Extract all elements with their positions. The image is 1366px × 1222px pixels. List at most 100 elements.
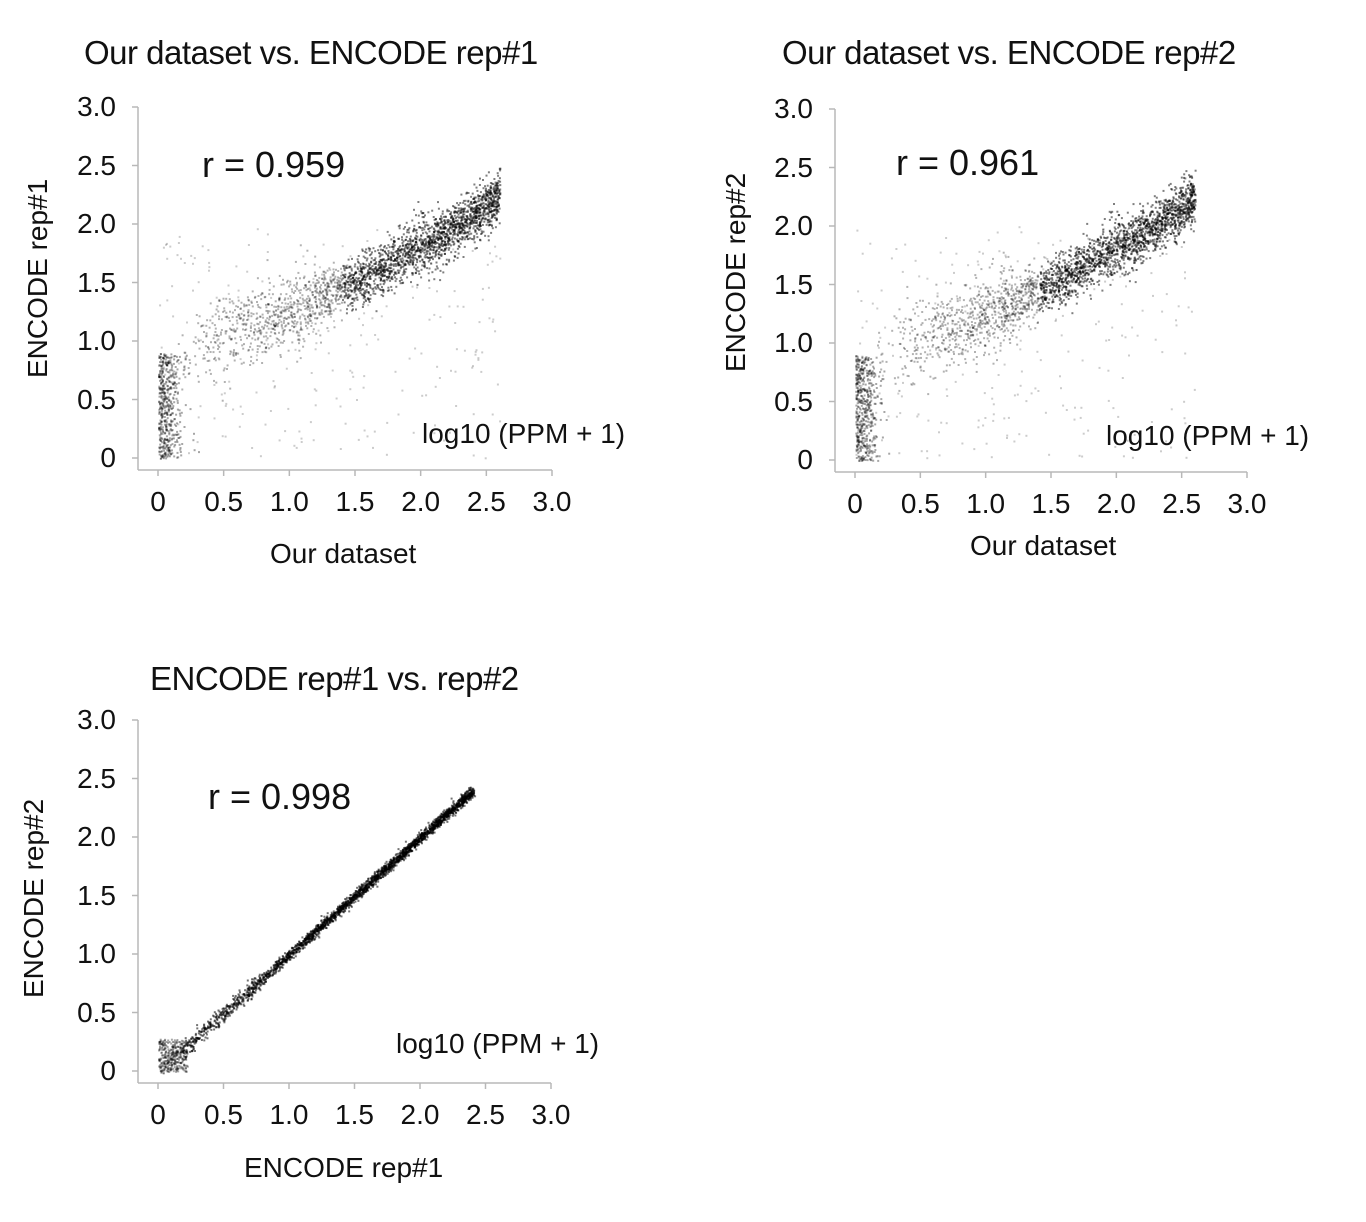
scatter-points [855, 169, 1197, 462]
scatter-point [165, 428, 168, 431]
scatter-point [162, 404, 165, 407]
scatter-point [431, 240, 434, 242]
scatter-point [321, 277, 324, 280]
scatter-point [862, 372, 865, 375]
scatter-point [164, 395, 167, 397]
scatter-point [1018, 289, 1021, 292]
scatter-point [412, 431, 415, 434]
scatter-point [1060, 270, 1063, 273]
scatter-point [857, 415, 860, 418]
scatter-point [936, 327, 939, 330]
scatter-point [1091, 269, 1094, 272]
scatter-point [1003, 320, 1006, 323]
scatter-point [168, 449, 171, 451]
scatter-point [350, 277, 353, 280]
scatter-point [257, 338, 259, 341]
scatter-point [494, 181, 497, 184]
scatter-point [349, 344, 352, 347]
scatter-point [350, 280, 352, 283]
scatter-point [447, 242, 450, 245]
scatter-point [461, 215, 464, 218]
scatter-point [1112, 244, 1115, 247]
scatter-point [861, 442, 864, 445]
scatter-point [870, 421, 873, 424]
scatter-point [997, 311, 1000, 314]
scatter-point [1002, 297, 1005, 300]
scatter-point [429, 227, 432, 229]
scatter-point [473, 236, 476, 239]
scatter-point [431, 255, 434, 258]
scatter-point [161, 404, 164, 407]
scatter-point [281, 341, 284, 344]
scatter-point [240, 338, 242, 341]
scatter-point [447, 223, 450, 226]
scatter-point [442, 223, 445, 226]
scatter-point [219, 333, 222, 336]
scatter-point [1007, 306, 1009, 309]
scatter-point [160, 437, 163, 440]
scatter-point [163, 420, 166, 423]
scatter-point [167, 362, 170, 365]
scatter-point [1099, 235, 1102, 238]
scatter-point [861, 430, 864, 433]
scatter-point [419, 237, 422, 240]
scatter-point [362, 263, 365, 266]
scatter-point [941, 313, 944, 316]
scatter-point [297, 331, 300, 334]
scatter-point [170, 381, 173, 384]
scatter-point [319, 334, 322, 337]
scatter-point [363, 296, 366, 298]
scatter-point [856, 394, 859, 397]
scatter-point [364, 256, 367, 259]
scatter-point [173, 370, 176, 373]
scatter-point [275, 309, 278, 312]
scatter-point [168, 423, 171, 426]
scatter-point [485, 203, 488, 206]
scatter-point [176, 451, 179, 454]
scatter-point [318, 281, 320, 284]
scatter-point [863, 445, 866, 448]
scatter-point [472, 365, 474, 368]
scatter-point [861, 417, 864, 420]
scatter-point [402, 265, 405, 268]
scatter-point [363, 312, 366, 315]
scatter-point [169, 414, 172, 416]
scatter-point [1132, 222, 1134, 224]
scatter-point [982, 322, 985, 325]
scatter-point [338, 281, 341, 284]
scatter-point [158, 355, 161, 358]
scatter-point [296, 287, 299, 290]
scatter-point [241, 344, 244, 347]
scatter-point [165, 429, 168, 432]
scatter-point [859, 386, 862, 389]
scatter-point [1003, 267, 1006, 270]
scatter-point [161, 372, 164, 375]
scatter-point [1032, 292, 1034, 295]
scatter-point [872, 361, 875, 364]
scatter-point [420, 352, 423, 355]
scatter-point [991, 327, 994, 330]
scatter-point [442, 245, 444, 248]
scatter-point [283, 306, 286, 309]
scatter-point [161, 408, 164, 411]
scatter-point [425, 240, 428, 243]
scatter-point [311, 322, 314, 325]
scatter-point [486, 211, 489, 214]
scatter-point [254, 295, 257, 298]
scatter-point [865, 363, 868, 366]
scatter-point [870, 456, 873, 459]
scatter-point [861, 459, 864, 462]
scatter-point [982, 312, 985, 315]
scatter-point [322, 270, 325, 273]
scatter-point [1012, 313, 1015, 316]
scatter-point [163, 366, 166, 369]
scatter-point [414, 347, 417, 350]
scatter-point [422, 232, 424, 235]
scatter-point [439, 316, 442, 319]
scatter-point [337, 287, 340, 290]
scatter-point [208, 369, 211, 372]
scatter-point [252, 313, 255, 316]
scatter-point [454, 322, 457, 324]
scatter-point [1080, 260, 1083, 263]
scatter-point [169, 386, 172, 389]
